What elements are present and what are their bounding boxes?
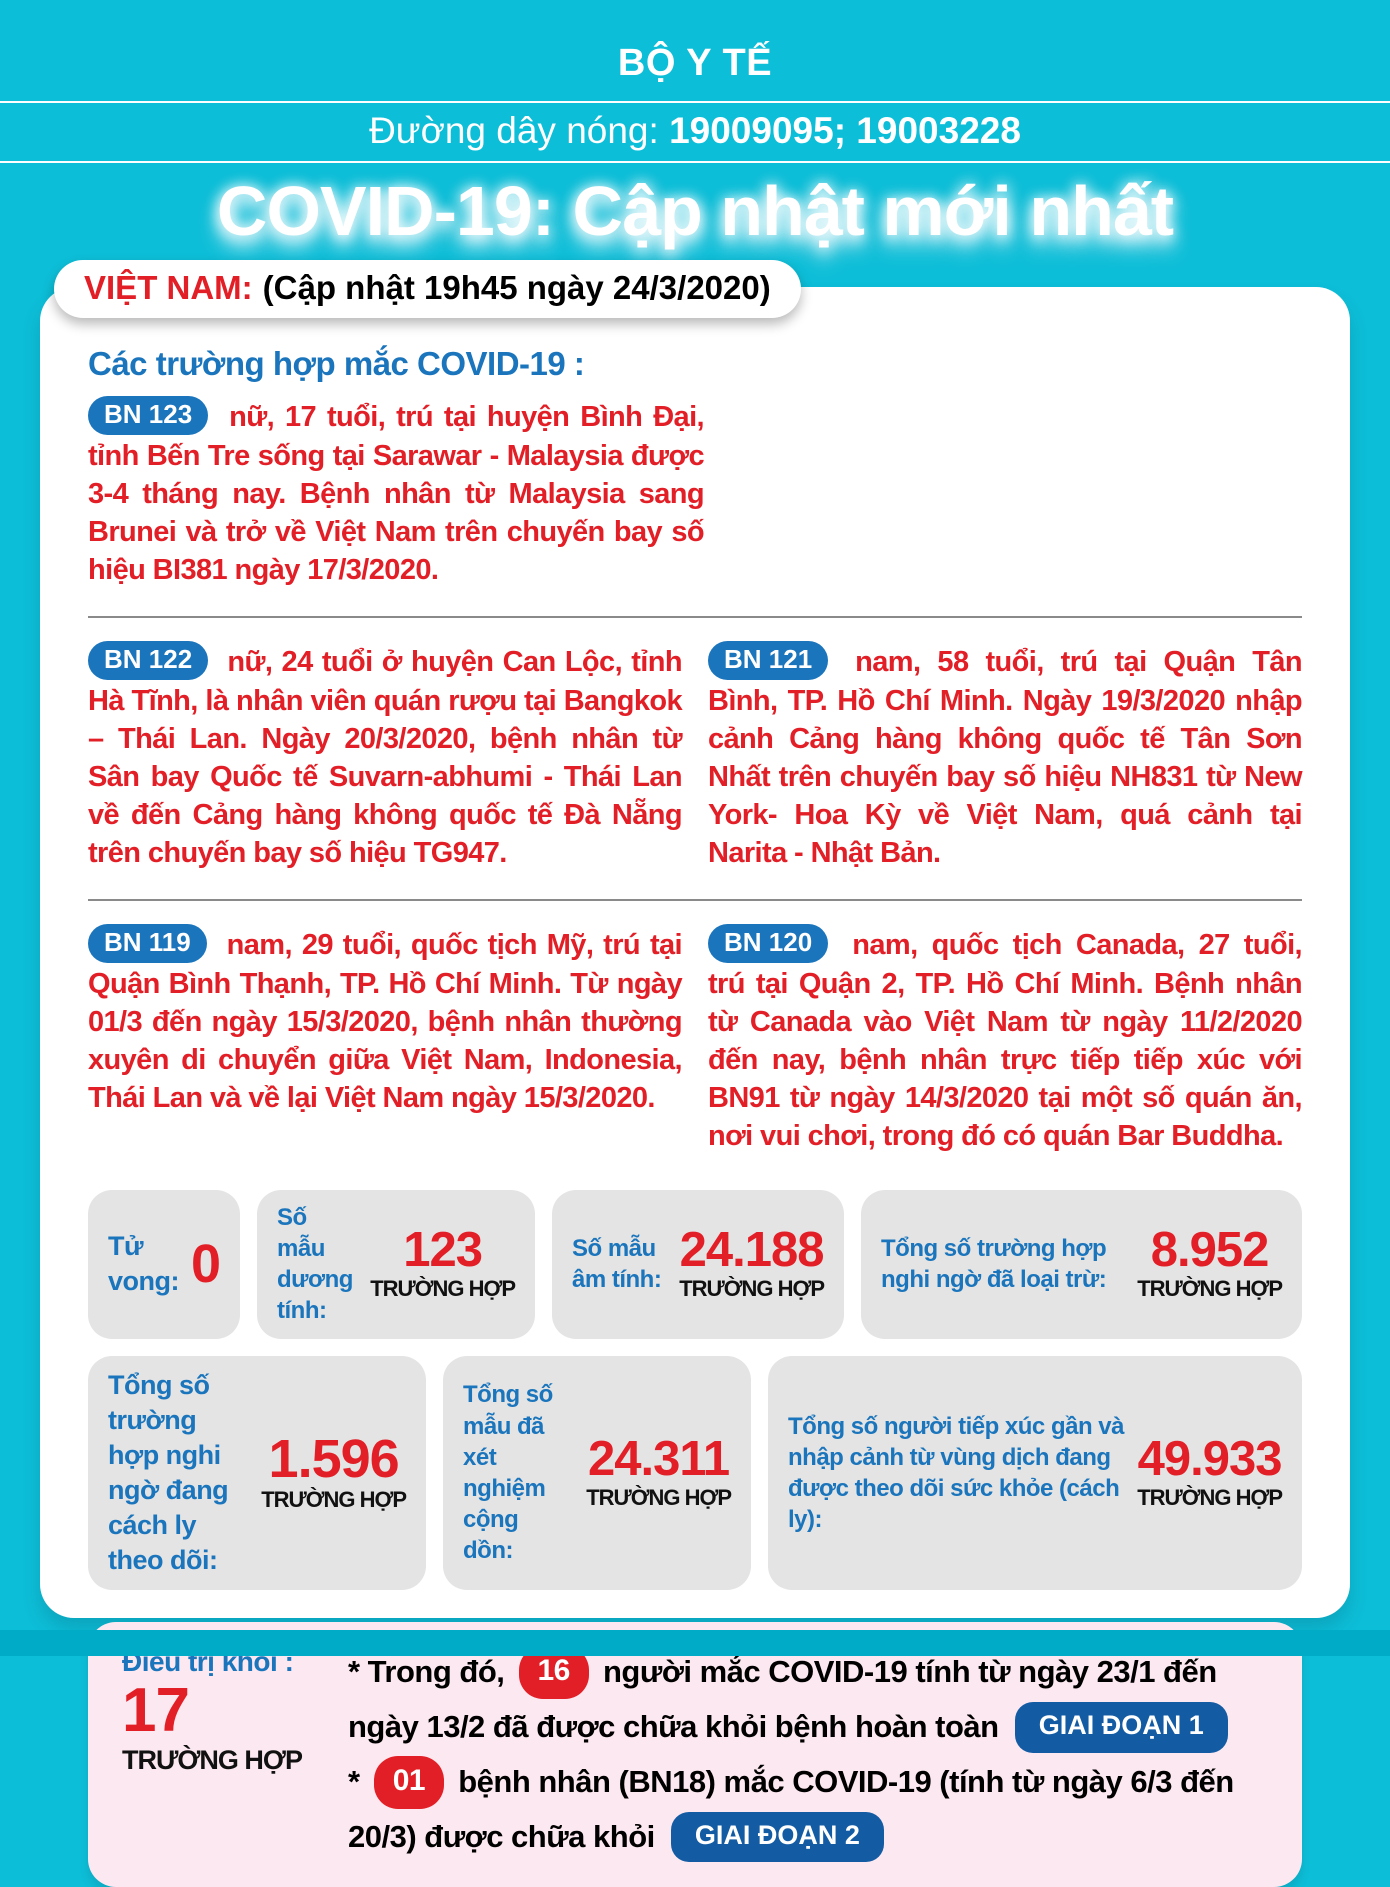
hotline-numbers: 19009095; 19003228 <box>669 110 1021 151</box>
stat-value: 24.188 <box>679 1223 825 1278</box>
stat-label: Tổng số trường hợp nghi ngờ đã loại trừ: <box>881 1235 1107 1294</box>
stat-box-total-tested: Tổng số mẫu đã xét nghiệm cộng dồn: 24.3… <box>443 1355 751 1591</box>
patient-entry-bn119: BN 119 nam, 29 tuổi, quốc tịch Mỹ, trú t… <box>88 923 683 1156</box>
patient-id-badge: BN 123 <box>88 396 209 436</box>
patient-description: nam, quốc tịch Canada, 27 tuổi, trú tại … <box>708 928 1303 1152</box>
patient-id-badge: BN 120 <box>708 923 829 963</box>
patient-entry-bn120: BN 120 nam, quốc tịch Canada, 27 tuổi, t… <box>708 923 1303 1156</box>
recovered-note-phase1: * Trong đó, 16 người mắc COVID-19 tính t… <box>348 1646 1268 1756</box>
case-row: BN 119 nam, 29 tuổi, quốc tịch Mỹ, trú t… <box>88 923 1303 1156</box>
patient-entry-bn121: BN 121 nam, 58 tuổi, trú tại Quận Tân Bì… <box>708 640 1303 873</box>
hotline-label: Đường dây nóng: <box>369 110 659 151</box>
stat-box-deaths: Tử vong: 0 <box>88 1189 240 1339</box>
stat-box-negative-samples: Số mẫu âm tính: 24.188 TRƯỜNG HỢP <box>552 1189 844 1339</box>
stat-box-suspected-excluded: Tổng số trường hợp nghi ngờ đã loại trừ:… <box>861 1189 1302 1339</box>
footer-bar <box>0 1630 1390 1656</box>
vietnam-update-pill: VIỆT NAM: (Cập nhật 19h45 ngày 24/3/2020) <box>54 260 801 318</box>
stat-label: Số mẫu âm tính: <box>572 1235 662 1294</box>
patient-id-badge: BN 121 <box>708 640 829 681</box>
patient-id-badge: BN 119 <box>88 923 207 963</box>
stat-value: 24.311 <box>588 1431 730 1486</box>
stat-unit: TRƯỜNG HỢP <box>261 1487 407 1513</box>
stat-label: Tổng số người tiếp xúc gần và nhập cảnh … <box>788 1412 1124 1534</box>
cases-heading: Các trường hợp mắc COVID-19 : <box>88 345 585 382</box>
patient-entry-bn123: BN 123 nữ, 17 tuổi, trú tại huyện Bình Đ… <box>88 396 705 590</box>
stat-label: Tổng số trường hợp nghi ngờ đang cách ly… <box>108 1369 229 1576</box>
stats-row-2: Tổng số trường hợp nghi ngờ đang cách ly… <box>88 1355 1302 1591</box>
stat-unit: TRƯỜNG HỢP <box>1137 1484 1283 1510</box>
phase2-badge: GIAI ĐOẠN 2 <box>670 1811 884 1863</box>
patient-description: nữ, 17 tuổi, trú tại huyện Bình Đại, tỉn… <box>88 401 705 586</box>
stat-value: 49.933 <box>1137 1431 1283 1486</box>
note-text: * <box>348 1763 360 1799</box>
patient-description: nữ, 24 tuổi ở huyện Can Lộc, tỉnh Hà Tĩn… <box>88 645 683 869</box>
recovered-note-phase2: * 01 bệnh nhân (BN18) mắc COVID-19 (tính… <box>348 1755 1268 1866</box>
hotline-band: Đường dây nóng: 19009095; 19003228 <box>0 101 1390 163</box>
recovered-notes: * Trong đó, 16 người mắc COVID-19 tính t… <box>348 1646 1268 1865</box>
patient-description: nam, 29 tuổi, quốc tịch Mỹ, trú tại Quận… <box>88 928 683 1114</box>
stat-box-contacts-monitored: Tổng số người tiếp xúc gần và nhập cảnh … <box>768 1355 1302 1591</box>
recovered-unit: TRƯỜNG HỢP <box>122 1745 303 1776</box>
patient-entry-bn122: BN 122 nữ, 24 tuổi ở huyện Can Lộc, tỉnh… <box>88 640 683 873</box>
page-title: COVID-19: Cập nhật mới nhất <box>216 172 1174 250</box>
vietnam-card: VIỆT NAM: (Cập nhật 19h45 ngày 24/3/2020)… <box>40 260 1350 1887</box>
stat-label: Tử vong: <box>107 1231 179 1297</box>
recovered-summary: Điều trị khỏi : 17 TRƯỜNG HỢP <box>122 1646 318 1865</box>
stat-value: 0 <box>190 1233 221 1294</box>
stat-unit: TRƯỜNG HỢP <box>1137 1276 1283 1302</box>
covid-update-poster: BỘ Y TẾ Đường dây nóng: 19009095; 190032… <box>0 42 1390 1887</box>
vietnam-label: VIỆT NAM: <box>84 269 253 306</box>
divider <box>88 615 1302 618</box>
stat-value: 1.596 <box>268 1429 400 1490</box>
stat-box-positive-samples: Số mẫu dương tính: 123 TRƯỜNG HỢP <box>257 1189 535 1339</box>
stat-value: 8.952 <box>1150 1223 1270 1278</box>
stat-unit: TRƯỜNG HỢP <box>679 1276 825 1302</box>
stats-row-1: Tử vong: 0 Số mẫu dương tính: 123 TRƯỜNG… <box>88 1189 1302 1339</box>
stat-unit: TRƯỜNG HỢP <box>586 1484 732 1510</box>
phase1-badge: GIAI ĐOẠN 1 <box>1014 1702 1228 1753</box>
divider <box>88 898 1302 901</box>
ministry-title: BỘ Y TẾ <box>617 42 773 84</box>
recovered-count-badge: 01 <box>373 1755 445 1809</box>
case-row: BN 122 nữ, 24 tuổi ở huyện Can Lộc, tỉnh… <box>88 640 1303 873</box>
stat-box-suspected-isolated: Tổng số trường hợp nghi ngờ đang cách ly… <box>88 1355 426 1591</box>
note-text: * Trong đó, <box>348 1654 505 1690</box>
patient-description: nam, 58 tuổi, trú tại Quận Tân Bình, TP.… <box>708 645 1303 869</box>
stat-label: Tổng số mẫu đã xét nghiệm cộng dồn: <box>463 1381 553 1565</box>
stat-label: Số mẫu dương tính: <box>277 1203 353 1325</box>
recovered-value: 17 <box>122 1676 190 1746</box>
patient-id-badge: BN 122 <box>88 640 209 681</box>
stat-value: 123 <box>403 1223 483 1278</box>
update-timestamp: (Cập nhật 19h45 ngày 24/3/2020) <box>262 269 771 306</box>
stat-unit: TRƯỜNG HỢP <box>370 1276 516 1302</box>
recovered-box: Điều trị khỏi : 17 TRƯỜNG HỢP * Trong đó… <box>88 1622 1302 1887</box>
